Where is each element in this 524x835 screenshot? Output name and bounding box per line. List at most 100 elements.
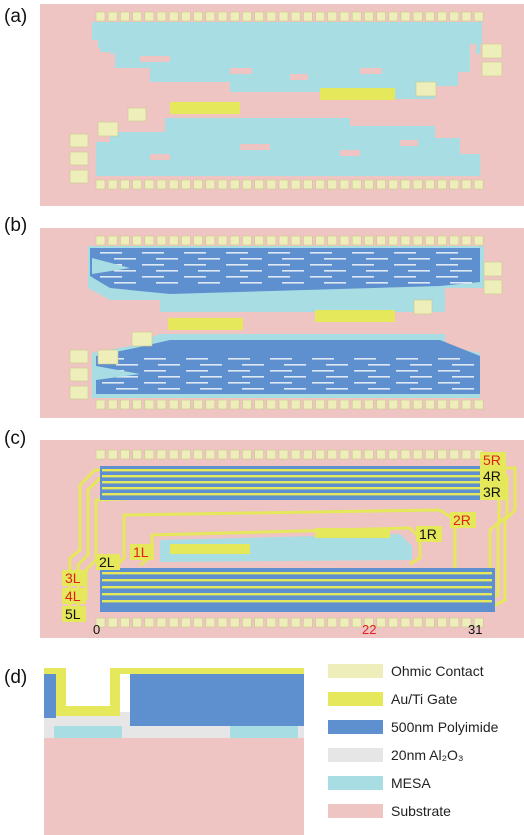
ohmic-contact-pad <box>278 11 289 22</box>
polyimide-slit <box>142 264 164 266</box>
ohmic-contact-pad <box>132 179 142 190</box>
ohmic-contact-pad <box>242 179 252 190</box>
legend-swatch <box>328 692 383 706</box>
ohmic-contact-pad <box>278 449 289 460</box>
mesa-finger <box>171 34 176 48</box>
mesa-finger <box>122 34 127 60</box>
mesa-finger <box>207 154 212 176</box>
polyimide-slit <box>268 264 290 266</box>
ohmic-contact-pad <box>144 11 155 22</box>
mesa-finger <box>110 154 115 176</box>
bottom-ohmic-contacts <box>95 399 484 410</box>
ohmic-contact-pad <box>388 449 399 460</box>
ohmic-contact-pad <box>107 617 118 628</box>
ohmic-contact-pad <box>132 399 142 410</box>
ohmic-contact-pad <box>339 11 350 22</box>
polyimide-slit <box>240 282 262 284</box>
legend-item-mesa: MESA <box>328 772 431 794</box>
ohmic-contact-pad <box>242 11 252 22</box>
top-mesa-region <box>92 22 482 99</box>
polyimide-slit <box>324 258 346 260</box>
ohmic-contact-pad <box>290 399 301 410</box>
legend-swatch <box>328 664 383 678</box>
gate-label-pad <box>416 526 442 542</box>
side-pad <box>127 107 147 122</box>
polyimide-slit <box>366 258 388 260</box>
mesa-finger <box>403 34 407 54</box>
ohmic-contact-pad <box>120 399 130 410</box>
polyimide-slit <box>184 276 206 278</box>
side-pad <box>483 279 503 295</box>
ohmic-contact-pad <box>242 449 252 460</box>
polyimide-slit <box>156 282 178 284</box>
contact-index-label: 31 <box>468 622 482 637</box>
polyimide-slit <box>366 282 388 284</box>
polyimide-slit <box>282 282 304 284</box>
polyimide-slit <box>366 270 388 272</box>
gate-label-pads <box>62 452 506 622</box>
ohmic-contact-pad <box>303 449 313 460</box>
ohmic-contact-pad <box>339 449 350 460</box>
legend-label: Substrate <box>391 803 451 819</box>
ohmic-contact-pad <box>412 179 423 190</box>
ohmic-contact-pad <box>376 449 386 460</box>
polyimide-slit <box>114 258 136 260</box>
polyimide-slit <box>228 358 250 360</box>
polyimide-slit <box>394 252 416 254</box>
polyimide-slit <box>450 258 472 260</box>
ohmic-contact-pad <box>144 449 155 460</box>
ohmic-contact-pad <box>412 399 423 410</box>
polyimide-slit <box>114 282 136 284</box>
polyimide-slit <box>102 382 124 384</box>
ohmic-contact-pad <box>364 617 374 628</box>
gate-pad <box>168 318 243 330</box>
mesa-finger <box>293 154 298 176</box>
ohmic-contact-pad <box>364 235 374 246</box>
ohmic-contact-pad <box>327 235 338 246</box>
polyimide-slit <box>228 370 250 372</box>
panel-b-device-polyimide <box>40 228 524 418</box>
side-pad <box>69 133 89 148</box>
mesa-finger <box>415 34 420 60</box>
polyimide-slit <box>242 376 264 378</box>
ohmic-contact-pad <box>351 179 362 190</box>
polyimide-slit <box>158 364 180 366</box>
gate-label: 5R <box>483 452 501 468</box>
ohmic-contact-pad <box>193 179 203 190</box>
top-ohmic-contacts <box>95 11 484 22</box>
ohmic-contact-pad <box>266 235 277 246</box>
ohmic-contact-pad <box>449 11 460 22</box>
ohmic-contact-pad <box>425 179 435 190</box>
legend-label: Au/Ti Gate <box>391 691 458 707</box>
mesa-finger <box>256 154 261 176</box>
mesa-finger <box>427 154 432 176</box>
gate-label: 4R <box>483 468 501 484</box>
mesa-finger <box>183 34 188 54</box>
ohmic-contact-pad <box>400 235 411 246</box>
ohmic-contact-pad <box>364 449 374 460</box>
polyimide-slit <box>394 276 416 278</box>
ohmic-contact-pad <box>193 399 203 410</box>
legend-swatch <box>328 804 383 818</box>
ohmic-contact-pad <box>168 11 179 22</box>
polyimide-slit <box>450 270 472 272</box>
ohmic-contact-pad <box>327 617 338 628</box>
ohmic-contact-pad <box>168 617 179 628</box>
mesa-finger <box>305 34 310 60</box>
ohmic-contact-pad <box>181 399 191 410</box>
ohmic-contact-pad <box>388 617 399 628</box>
ohmic-contact-pad <box>278 617 289 628</box>
ohmic-contact-pad <box>437 179 447 190</box>
legend-item-ohmic: Ohmic Contact <box>328 660 484 682</box>
polyimide-slit <box>282 270 304 272</box>
polyimide-slit <box>116 376 138 378</box>
ohmic-contact-pad <box>376 235 386 246</box>
ohmic-contact-pad <box>254 617 264 628</box>
substrate-layer <box>44 738 304 835</box>
gate-pad <box>170 544 250 554</box>
ohmic-contact-pad <box>425 449 435 460</box>
polyimide-slit <box>200 376 222 378</box>
ohmic-contact-pad <box>388 399 399 410</box>
polyimide-slit <box>242 364 264 366</box>
mesa-finger <box>98 154 102 176</box>
